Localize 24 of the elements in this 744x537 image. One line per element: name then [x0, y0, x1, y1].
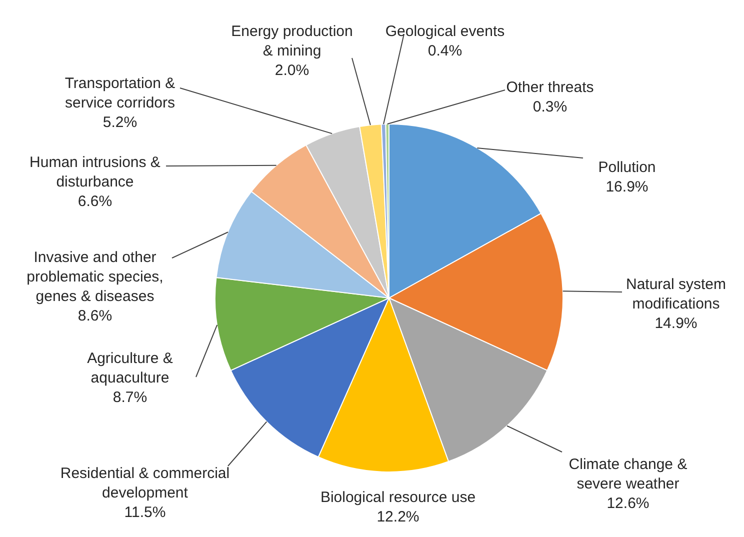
slice-label: Pollution — [598, 159, 656, 176]
data-label: 5.2% — [102, 114, 138, 131]
slice-label: Human intrusions & disturbance — [30, 154, 160, 190]
data-label: 6.6% — [78, 193, 112, 210]
slice-label: Energy production & mining — [231, 23, 353, 60]
data-label: 12.2% — [376, 508, 420, 526]
slice-label: Transportation & service corridors — [64, 75, 176, 112]
slice-label: Geological events — [385, 23, 505, 40]
data-label: 12.6% — [606, 495, 650, 512]
slice-label: Residential & commercial development — [60, 465, 230, 502]
data-label: 11.5% — [124, 504, 166, 521]
data-label: 8.6% — [78, 308, 112, 324]
data-label: 16.9% — [606, 178, 648, 196]
slice-label: Climate change & severe weather — [568, 456, 688, 492]
data-label: 8.7% — [112, 389, 148, 406]
data-label: 0.3% — [532, 98, 568, 116]
data-label: 14.9% — [654, 315, 698, 332]
slice-label: Other threats — [506, 79, 594, 96]
data-label: 0.4% — [428, 42, 462, 60]
slice-label: Natural system modifications — [626, 276, 726, 312]
slice-label: Invasive and other problematic species, genes & diseases — [26, 249, 164, 305]
slice-label: Agriculture & aquaculture — [87, 350, 173, 386]
slice-label: Biological resource use — [320, 489, 476, 506]
data-label: 2.0% — [274, 62, 310, 79]
